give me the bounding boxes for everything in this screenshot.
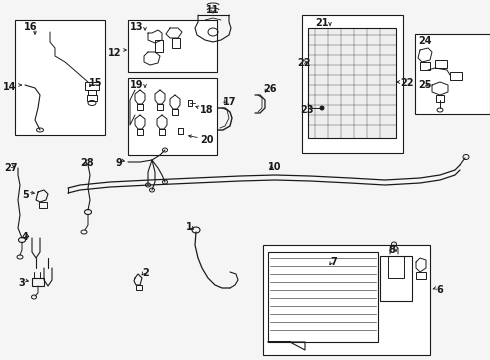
Bar xyxy=(415,34,490,114)
Text: 28: 28 xyxy=(80,158,94,168)
Bar xyxy=(88,90,96,95)
Bar xyxy=(137,104,143,110)
Bar xyxy=(128,20,217,72)
Bar xyxy=(436,95,444,102)
Ellipse shape xyxy=(320,106,324,110)
Text: 15: 15 xyxy=(89,78,102,88)
Text: 22: 22 xyxy=(400,78,414,88)
Text: 23: 23 xyxy=(300,105,314,115)
Text: 4: 4 xyxy=(22,232,29,242)
Bar xyxy=(87,95,97,101)
Text: 13: 13 xyxy=(130,22,144,32)
Text: 2: 2 xyxy=(142,268,149,278)
Bar xyxy=(159,129,165,135)
Bar xyxy=(32,278,44,286)
Text: 10: 10 xyxy=(268,162,281,172)
Bar xyxy=(308,28,396,138)
Bar xyxy=(39,202,47,208)
Bar xyxy=(435,60,447,68)
Bar xyxy=(172,109,178,115)
Text: 27: 27 xyxy=(4,163,18,173)
Bar xyxy=(380,256,412,301)
Bar xyxy=(172,38,180,48)
Text: 18: 18 xyxy=(200,105,214,115)
Text: 1: 1 xyxy=(186,222,193,232)
Text: 16: 16 xyxy=(24,22,38,32)
Bar xyxy=(302,15,403,153)
Bar xyxy=(15,20,105,135)
Text: 5: 5 xyxy=(22,190,29,200)
Text: 6: 6 xyxy=(436,285,443,295)
Text: 9: 9 xyxy=(115,158,122,168)
Bar xyxy=(155,40,163,52)
Text: 21: 21 xyxy=(315,18,328,28)
Bar xyxy=(136,285,142,290)
Text: 26: 26 xyxy=(263,84,276,94)
Bar xyxy=(388,256,404,278)
Bar xyxy=(268,252,378,342)
Text: 12: 12 xyxy=(108,48,122,58)
Bar xyxy=(420,62,430,70)
Text: 17: 17 xyxy=(223,97,237,107)
Text: 24: 24 xyxy=(418,36,432,46)
Bar xyxy=(157,104,163,110)
Bar xyxy=(85,82,99,90)
Text: 25: 25 xyxy=(418,80,432,90)
Text: 7: 7 xyxy=(330,257,337,267)
Bar xyxy=(450,72,462,80)
Bar xyxy=(137,129,143,135)
Text: 8: 8 xyxy=(389,245,395,255)
Text: 3: 3 xyxy=(18,278,25,288)
Text: 11: 11 xyxy=(206,5,220,15)
Bar xyxy=(263,245,430,355)
Text: 22: 22 xyxy=(297,58,311,68)
Bar xyxy=(416,272,426,279)
Text: 20: 20 xyxy=(200,135,214,145)
Text: 14: 14 xyxy=(3,82,17,92)
Bar xyxy=(128,78,217,155)
Text: 19: 19 xyxy=(130,80,144,90)
